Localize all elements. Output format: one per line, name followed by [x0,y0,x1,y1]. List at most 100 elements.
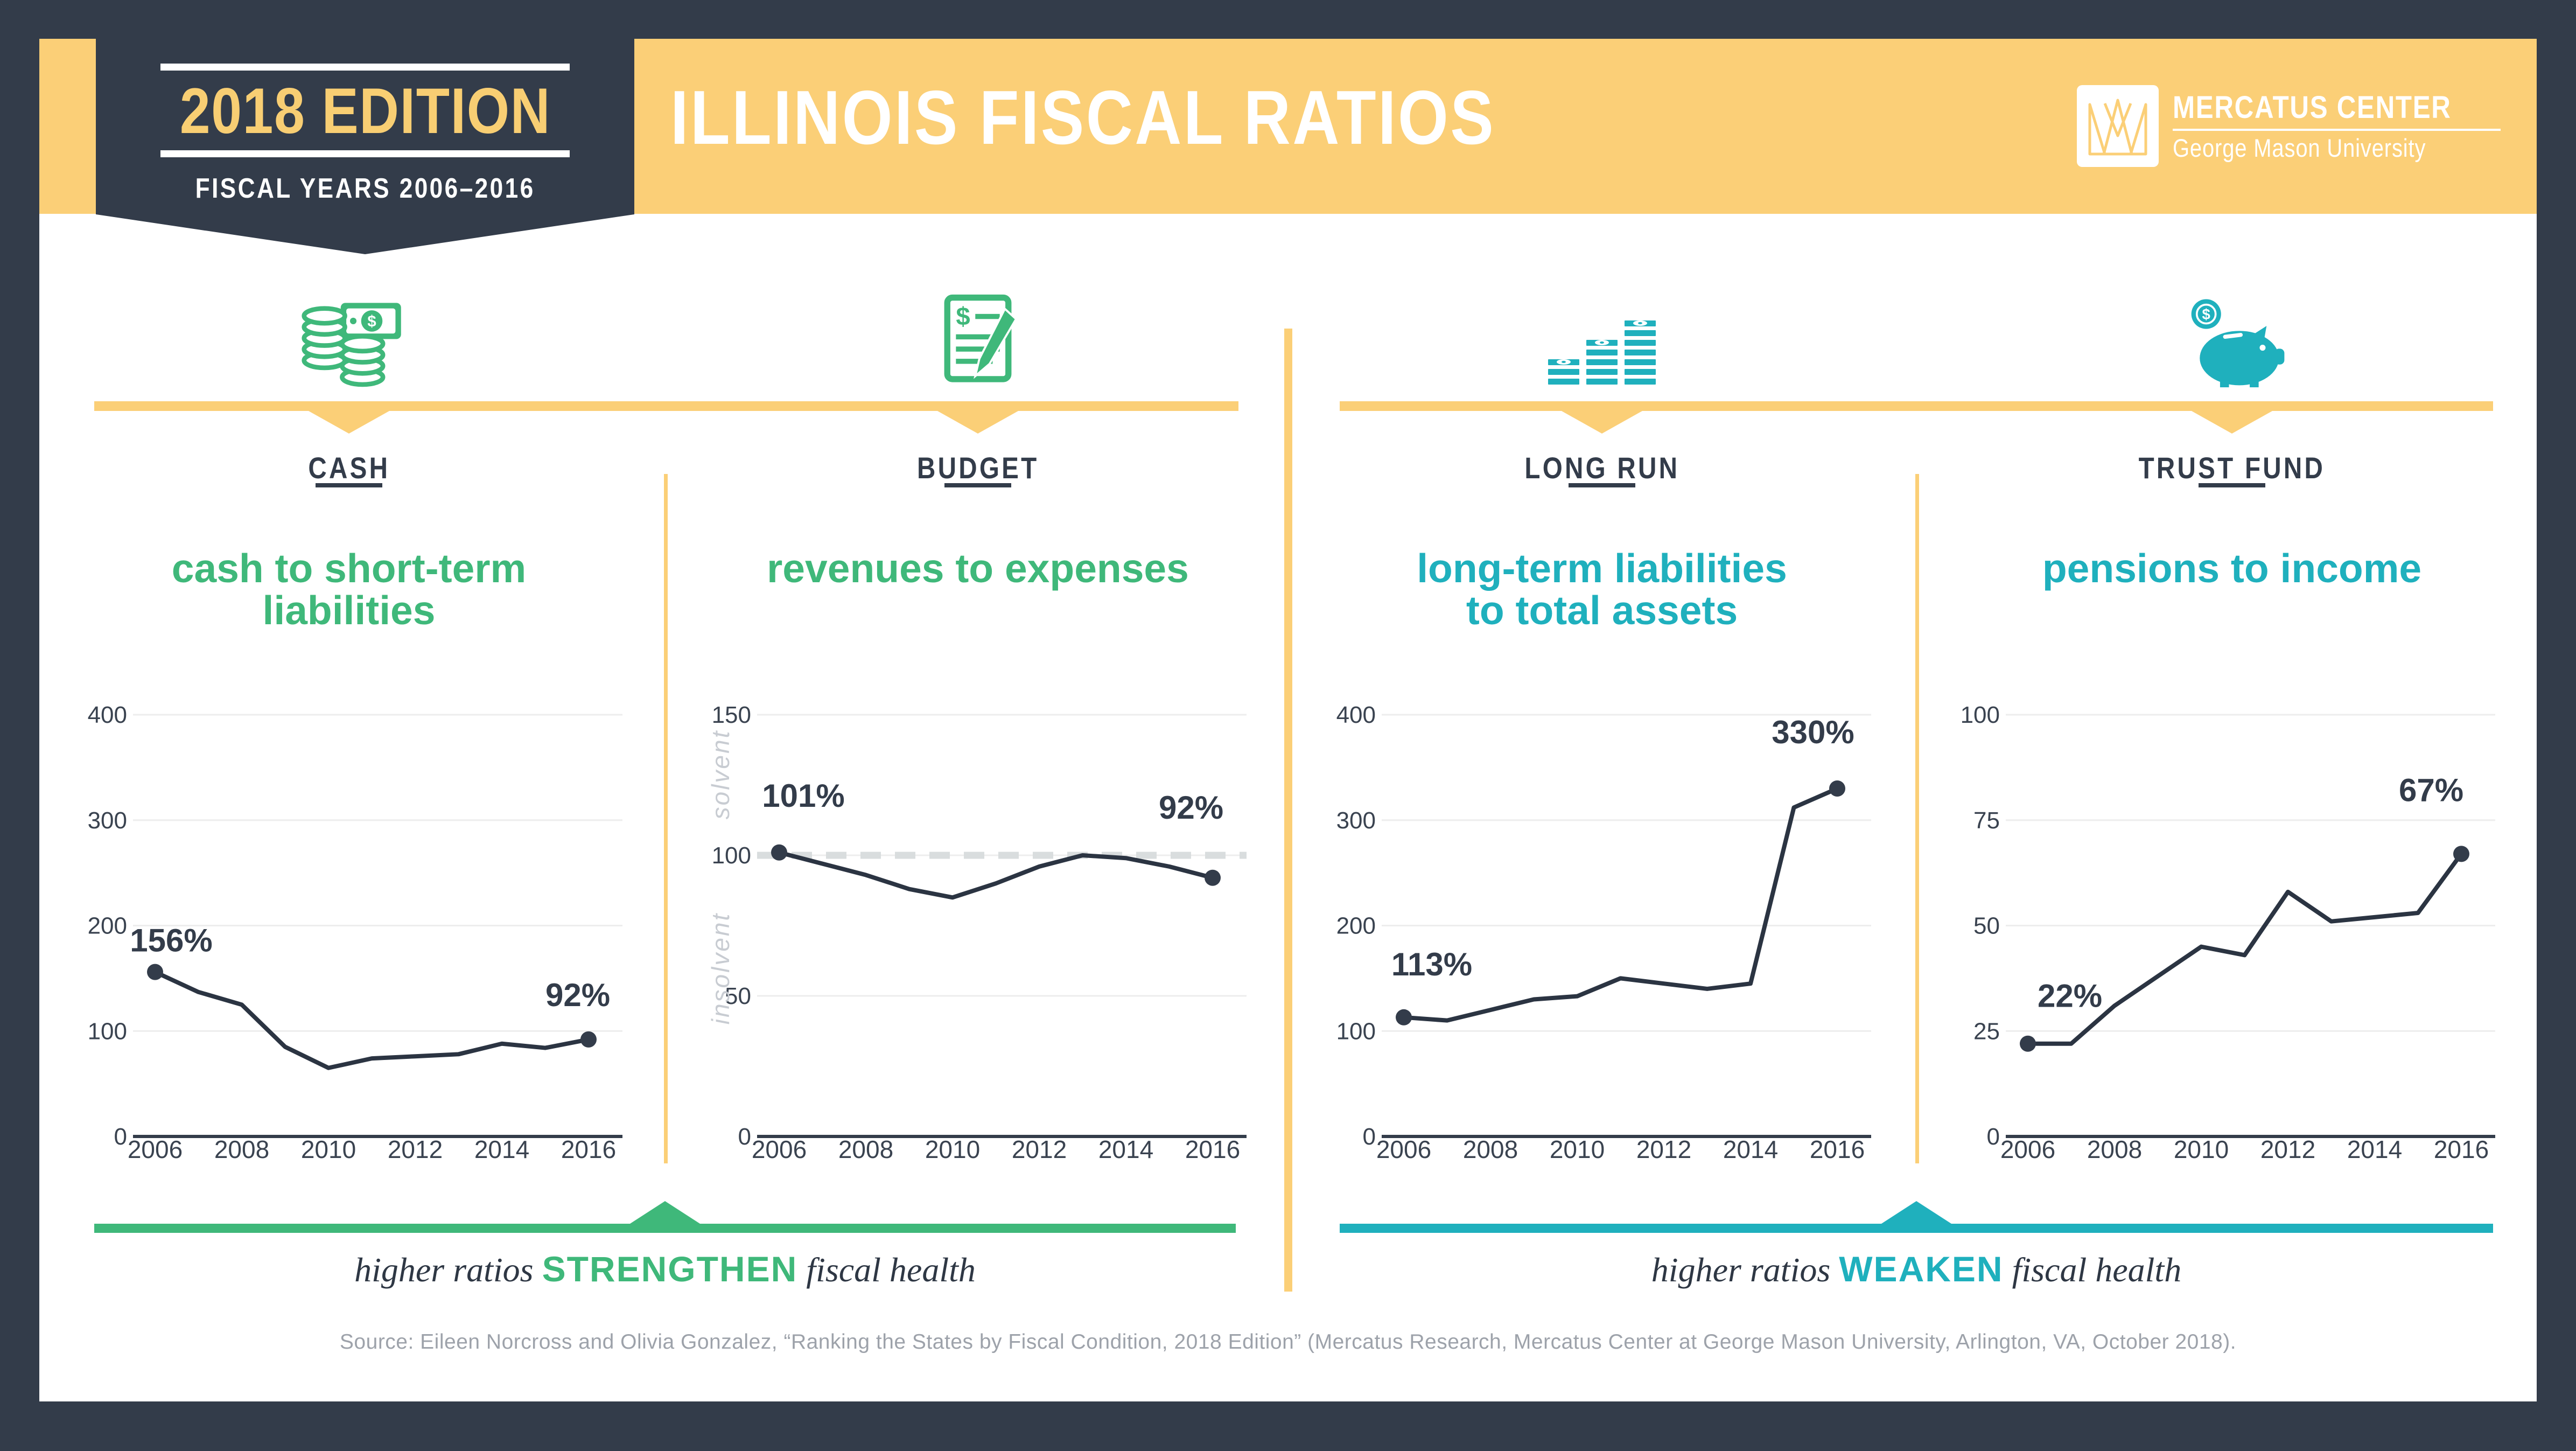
band-pointer-longrun [1562,411,1642,434]
x-axis-label: 2014 [1098,1135,1153,1163]
page-title: ILLINOIS FISCAL RATIOS [670,75,1496,161]
data-label-start: 156% [130,923,212,959]
y-axis-label: 400 [88,702,127,728]
badge-rule-bottom [160,150,570,157]
y-axis-label: 400 [1336,702,1376,728]
data-label-start: 113% [1391,946,1472,982]
logo-rule [2173,128,2501,131]
section-label-budget: BUDGET [916,451,1039,485]
logo-name: MERCATUS CENTER [2173,89,2452,125]
edition-badge: 2018 EDITION FISCAL YEARS 2006–2016 [96,0,634,214]
edition-title: 2018 EDITION [179,75,551,147]
budget-document-icon: $ [944,294,1018,382]
data-point-first [2020,1035,2036,1052]
data-label-end: 67% [2399,772,2463,808]
svg-text:$: $ [2202,306,2210,323]
tagline-weaken: higher ratios WEAKEN fiscal health [1651,1249,2182,1289]
data-line-longrun [1402,786,1839,1023]
x-axis-label: 2014 [1723,1135,1778,1163]
y-axis-label: 100 [1961,702,2000,728]
data-point-last [580,1031,597,1048]
x-axis-label: 2012 [2260,1135,2315,1163]
x-axis-label: 2010 [925,1135,980,1163]
x-axis-label: 2008 [214,1135,269,1163]
x-axis-label: 2014 [2347,1135,2402,1163]
data-point-last [1829,780,1845,797]
x-axis-label: 2016 [1810,1135,1865,1163]
data-line-budget [777,850,1215,900]
y-axis-label: 150 [712,702,751,728]
data-label-end: 92% [545,977,610,1013]
x-axis-label: 2006 [752,1135,807,1163]
data-label-start: 22% [2038,978,2102,1014]
x-axis-label: 2010 [301,1135,356,1163]
x-axis-label: 2006 [128,1135,183,1163]
section-underline-trust [2199,483,2265,487]
source-citation: Source: Eileen Norcross and Olivia Gonza… [339,1330,2237,1354]
x-axis-label: 2006 [2000,1135,2055,1163]
y-axis-label: 50 [725,983,751,1009]
data-point-first [771,844,787,861]
svg-text:$: $ [367,312,376,330]
money-stacks-icon [1546,318,1658,387]
chart-title-cash: cash to short-term liabilities [171,546,527,633]
data-point-first [147,964,163,980]
x-axis-label: 2016 [561,1135,616,1163]
strengthen-bar [94,1224,1236,1233]
center-divider [1284,329,1292,1292]
x-axis-label: 2016 [1185,1135,1240,1163]
edition-badge-point [96,214,634,254]
y-axis-label: 100 [712,842,751,869]
y-axis-label: 200 [88,913,127,939]
coins-and-bill-icon: $ [302,303,401,387]
y-axis-label: 0 [1363,1124,1376,1150]
y-axis-label: 75 [1973,807,2000,834]
left-band [94,401,1238,411]
right-band [1340,401,2493,411]
logo-subtitle: George Mason University [2173,133,2426,162]
y-axis-label: 0 [738,1124,751,1150]
x-axis-label: 2008 [838,1135,893,1163]
x-axis-label: 2010 [1550,1135,1605,1163]
solvent-annotation: solvent [706,730,734,820]
x-axis-label: 2012 [388,1135,443,1163]
left-thin-divider [664,474,668,1163]
section-label-cash: CASH [308,451,390,485]
x-axis-label: 2012 [1636,1135,1691,1163]
band-pointer-budget [937,411,1018,434]
y-axis-label: 300 [1336,807,1376,834]
band-pointer-cash [309,411,389,434]
x-axis-label: 2010 [2174,1135,2229,1163]
badge-rule-top [160,64,570,71]
svg-text:$: $ [956,303,970,331]
y-axis-label: 200 [1336,913,1376,939]
x-axis-label: 2008 [2087,1135,2142,1163]
section-underline-budget [944,483,1011,487]
fiscal-years-label: FISCAL YEARS 2006–2016 [195,173,535,204]
y-axis-label: 100 [88,1018,127,1044]
y-axis-label: 50 [1973,913,2000,939]
data-point-last [2453,846,2469,862]
piggy-bank-icon: $ [2191,299,2285,388]
chart-title-longrun: long-term liabilities to total assets [1417,546,1787,633]
x-axis-label: 2008 [1463,1135,1518,1163]
data-point-last [1205,869,1221,886]
data-line-trust [2026,852,2463,1046]
insolvent-annotation: insolvent [706,912,734,1025]
chart-title-budget: revenues to expenses [767,546,1189,591]
section-label-longrun: LONG RUN [1524,451,1679,485]
data-line-cash [153,969,591,1070]
y-axis-label: 25 [1973,1018,2000,1044]
section-underline-longrun [1569,483,1635,487]
data-label-end: 330% [1772,714,1854,750]
data-label-start: 101% [762,778,844,814]
data-point-first [1396,1009,1412,1026]
x-axis-label: 2016 [2434,1135,2489,1163]
band-pointer-trust [2192,411,2272,434]
y-axis-label: 100 [1336,1018,1376,1044]
section-label-trust: TRUST FUND [2138,451,2326,485]
chart-title-trust: pensions to income [2042,546,2422,591]
x-axis-label: 2006 [1376,1135,1431,1163]
